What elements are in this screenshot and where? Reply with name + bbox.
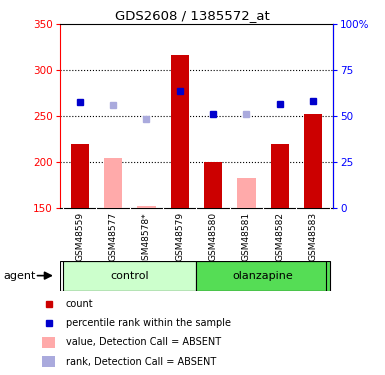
Text: GDS2608 / 1385572_at: GDS2608 / 1385572_at (115, 9, 270, 22)
Text: GSM48583: GSM48583 (308, 212, 318, 261)
Text: agent: agent (4, 271, 36, 280)
Bar (70, 144, 89, 208)
Bar (42, 337, 55, 348)
Text: value, Detection Call = ABSENT: value, Detection Call = ABSENT (65, 338, 221, 347)
Text: GSM48580: GSM48580 (209, 212, 218, 261)
Bar (137, 206, 156, 208)
Bar (237, 178, 256, 208)
Text: GSM48559: GSM48559 (75, 212, 84, 261)
Bar (104, 158, 122, 208)
Bar (271, 144, 289, 208)
Text: GSM48579: GSM48579 (175, 212, 184, 261)
Text: percentile rank within the sample: percentile rank within the sample (65, 318, 231, 328)
Text: GSM48578*: GSM48578* (142, 212, 151, 266)
Bar (304, 114, 322, 208)
Text: rank, Detection Call = ABSENT: rank, Detection Call = ABSENT (65, 357, 216, 367)
Bar (204, 162, 222, 208)
Bar (42, 356, 55, 367)
Bar (196, 261, 330, 291)
Text: olanzapine: olanzapine (233, 271, 293, 280)
Text: control: control (110, 271, 149, 280)
Bar (171, 55, 189, 208)
Bar (63, 261, 196, 291)
Text: count: count (65, 299, 93, 309)
Text: GSM48577: GSM48577 (109, 212, 117, 261)
Text: GSM48581: GSM48581 (242, 212, 251, 261)
Text: GSM48582: GSM48582 (275, 212, 284, 261)
